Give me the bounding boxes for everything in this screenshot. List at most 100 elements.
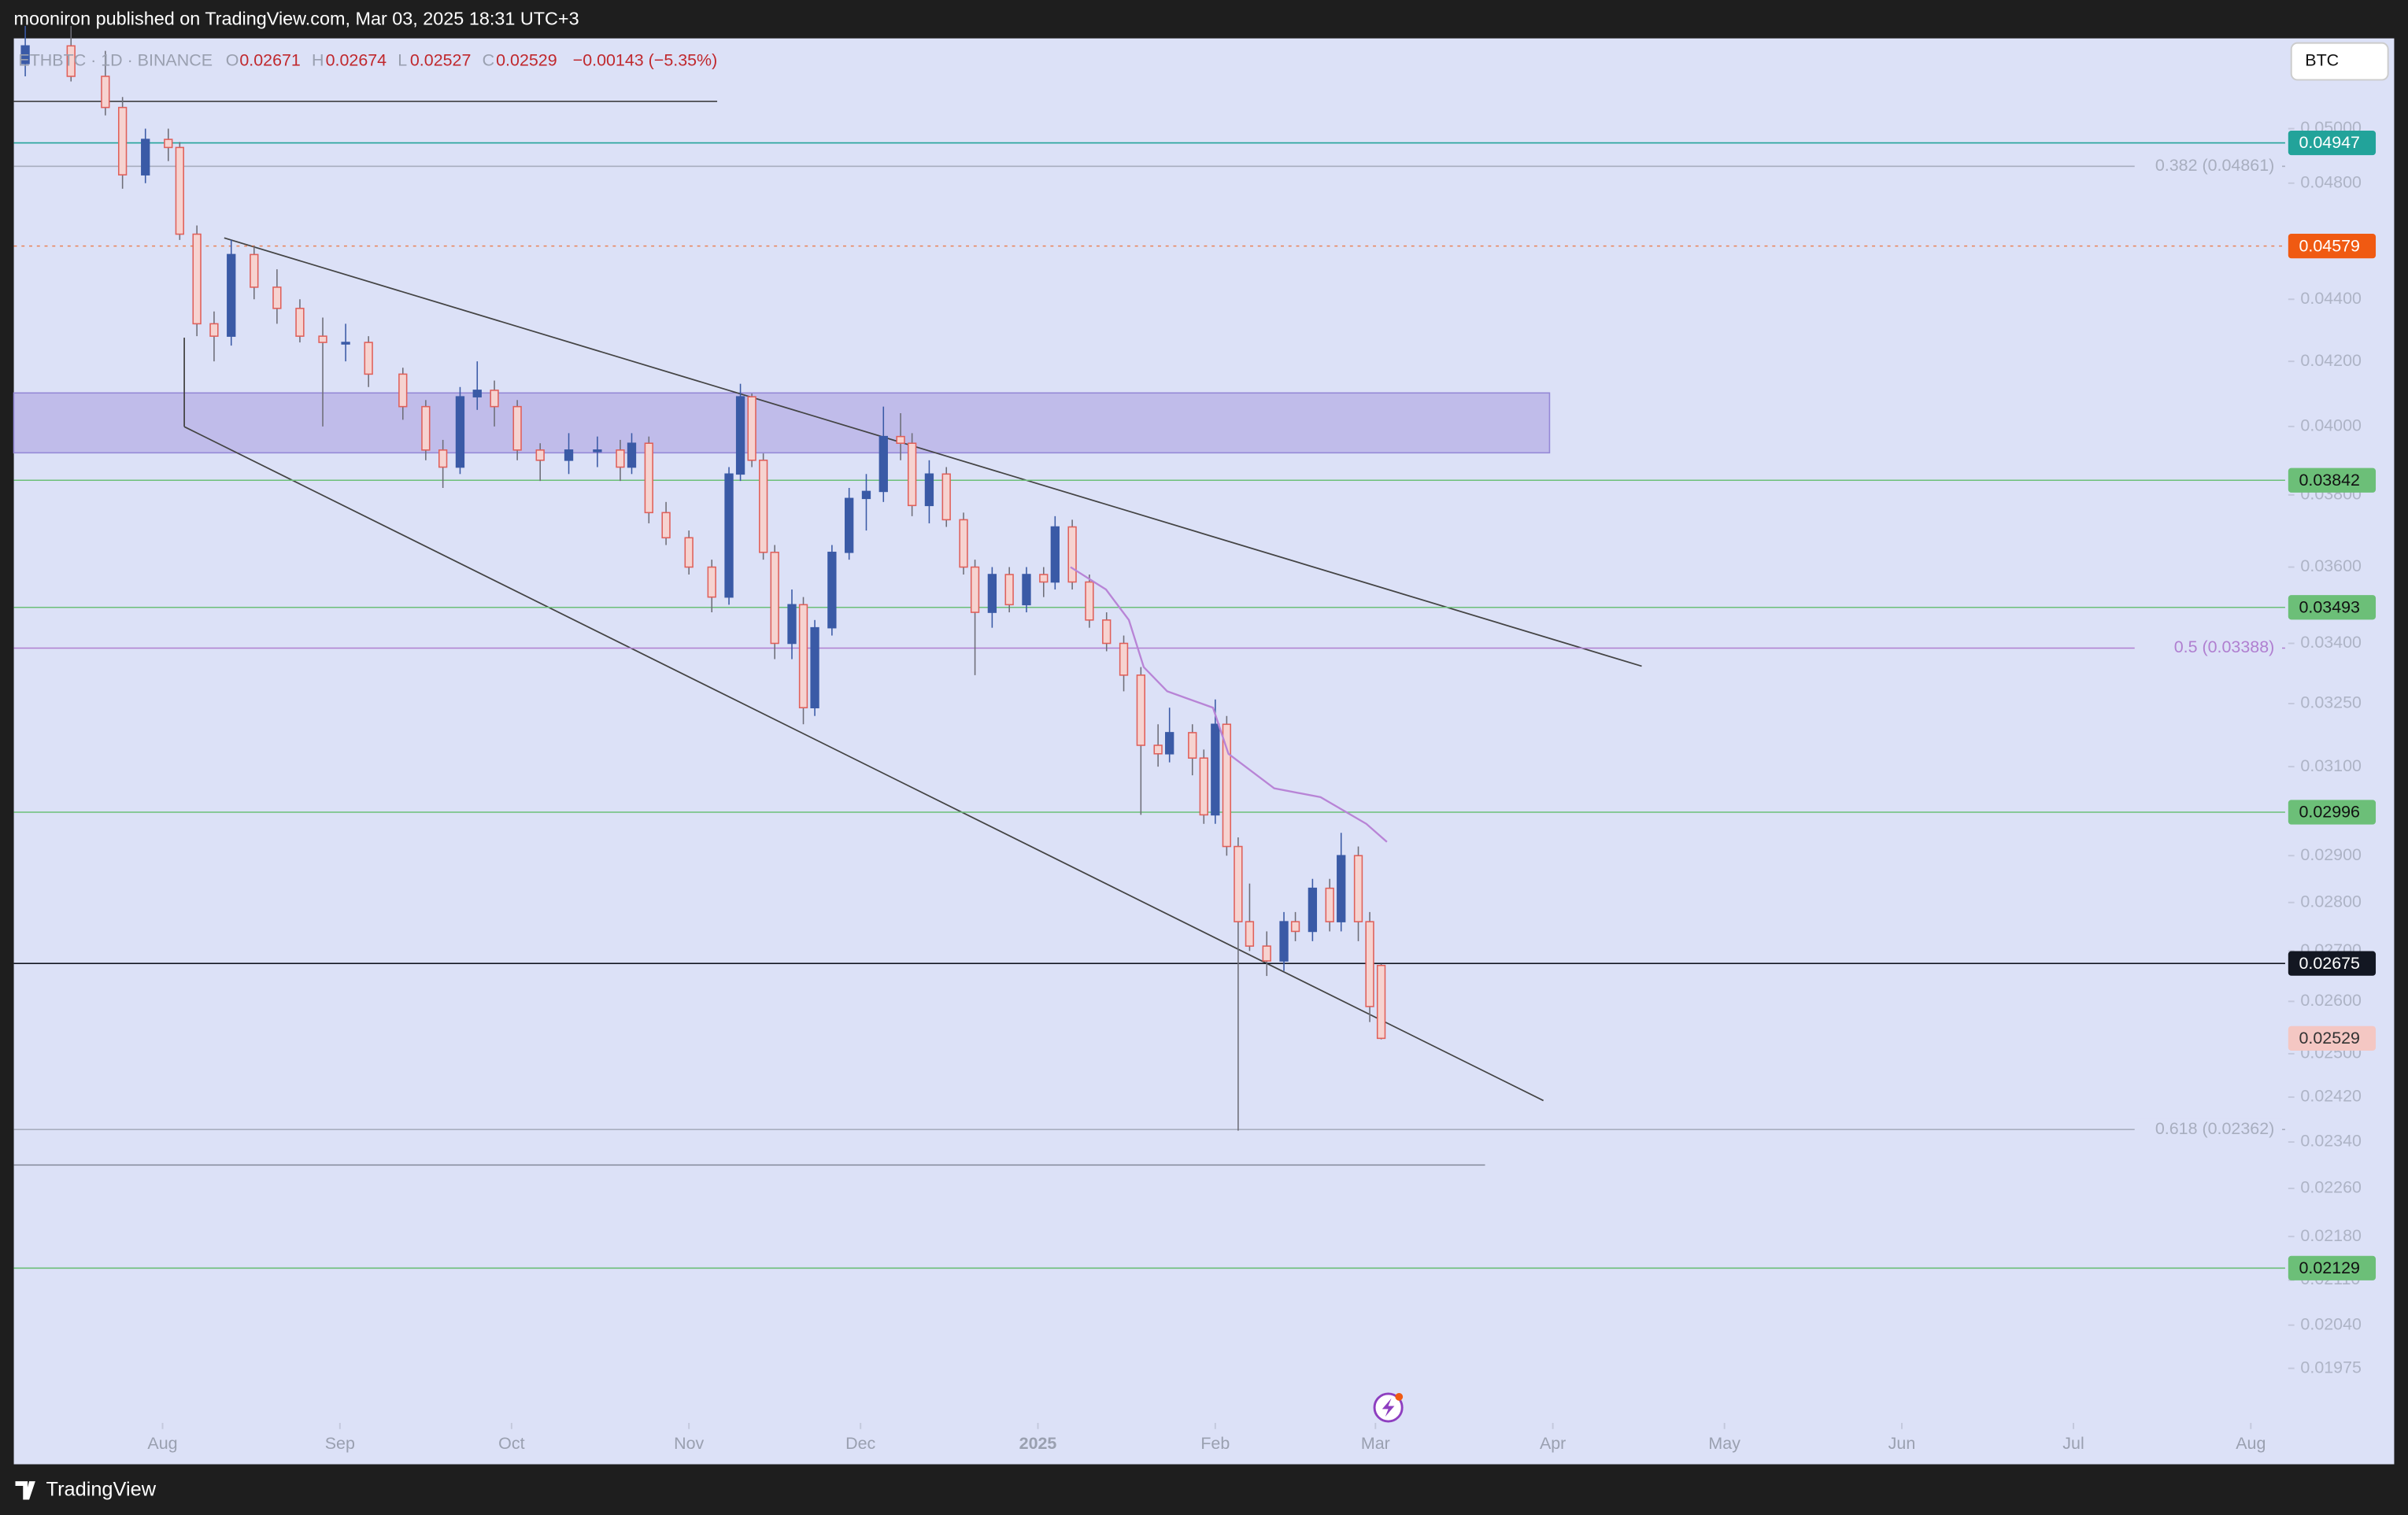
trendline	[224, 237, 1642, 667]
candle-body	[810, 626, 819, 708]
candle-body	[490, 390, 499, 408]
candle-body	[341, 342, 350, 345]
candle-body	[438, 449, 448, 468]
candle-body	[1262, 945, 1271, 962]
x-tick-label: Aug	[2236, 1434, 2266, 1453]
candle-body	[1376, 964, 1386, 1040]
candle-body	[735, 396, 745, 475]
candle-body	[192, 233, 202, 325]
price-tag	[2288, 1025, 2377, 1051]
moving-average	[1070, 566, 1388, 843]
ohlc-key: C	[483, 51, 494, 70]
candle-body	[472, 390, 482, 397]
y-tick-label: 0.03100	[2300, 756, 2362, 775]
candle-body	[20, 45, 30, 65]
fib-label-bg	[2134, 155, 2283, 177]
candle-body	[1022, 574, 1031, 606]
price-tag	[2288, 1255, 2377, 1280]
candle-body	[1136, 674, 1145, 746]
candle-body	[1067, 526, 1077, 583]
price-tag	[2288, 595, 2377, 620]
price-tag	[2288, 234, 2377, 259]
candle-body	[924, 473, 934, 507]
event-icon-glyph	[1382, 1398, 1395, 1417]
candle-body	[907, 442, 917, 507]
candle-body	[101, 76, 110, 109]
y-tick-label: 0.02340	[2300, 1132, 2362, 1151]
candle-body	[941, 473, 951, 521]
candle-body	[364, 342, 373, 375]
candle-body	[250, 253, 259, 288]
candle-body	[959, 519, 968, 568]
x-tick-label: Aug	[147, 1434, 177, 1453]
candle-body	[1153, 745, 1163, 755]
x-tick-label: Oct	[498, 1434, 524, 1453]
currency-button[interactable]	[2290, 42, 2389, 81]
y-tick-label: 0.03400	[2300, 633, 2362, 652]
candle-body	[707, 566, 716, 598]
candle-body	[227, 253, 236, 337]
plot: 0.050000.048000.044000.042000.040000.038…	[13, 25, 2377, 1453]
ohlc-key: H	[312, 51, 324, 70]
candle-body	[117, 106, 128, 176]
candle-body	[1279, 921, 1289, 962]
x-tick-label: May	[1708, 1434, 1740, 1453]
price-tag-label: 0.02996	[2299, 803, 2360, 822]
candle-body	[1353, 855, 1363, 922]
candle-body	[770, 552, 779, 645]
x-tick-label: Sep	[325, 1434, 355, 1453]
candle-body	[759, 460, 768, 553]
candle-body	[661, 512, 671, 539]
candle-body	[644, 442, 653, 514]
y-tick-label: 0.02420	[2300, 1087, 2362, 1106]
price-tag-label: 0.03842	[2299, 471, 2360, 490]
candle-body	[564, 449, 574, 461]
candle-body	[164, 139, 173, 149]
price-tag	[2288, 800, 2377, 825]
price-tag-label: 0.02129	[2299, 1258, 2360, 1277]
candle-body	[970, 566, 980, 613]
candle-body	[798, 604, 808, 708]
y-tick-label: 0.04200	[2300, 351, 2362, 370]
price-tag-label: 0.04947	[2299, 133, 2360, 152]
y-tick-label: 0.04000	[2300, 416, 2362, 435]
candle-body	[747, 396, 756, 461]
candle-body	[987, 574, 997, 613]
y-tick-label: 0.02600	[2300, 991, 2362, 1010]
price-tag	[2288, 467, 2377, 493]
candle-body	[1234, 845, 1243, 922]
ohlc-value: 0.02671	[239, 51, 301, 70]
candle-body	[421, 405, 431, 451]
x-tick-label: Nov	[674, 1434, 704, 1453]
candle-body	[1188, 732, 1197, 759]
candle-body	[616, 449, 625, 468]
footer	[0, 1464, 2408, 1515]
fib-label: 0.5 (0.03388)	[2174, 637, 2275, 656]
price-tag	[2288, 951, 2377, 976]
candle-body	[627, 442, 637, 468]
x-tick-label: Dec	[845, 1434, 875, 1453]
price-tag	[2288, 130, 2377, 156]
x-tick-label: Apr	[1540, 1434, 1566, 1453]
candle-body	[845, 497, 854, 553]
y-tick-label: 0.02800	[2300, 892, 2362, 911]
candle-body	[1245, 921, 1255, 947]
ohlc-value: 0.02674	[326, 51, 387, 70]
candle-body	[1325, 887, 1334, 922]
candle-body	[1337, 855, 1346, 922]
y-tick-label: 0.02900	[2300, 845, 2362, 864]
candle-body	[593, 449, 602, 453]
candle-body	[1004, 574, 1014, 606]
candle-body	[1085, 581, 1094, 621]
publisher: mooniron published on TradingView.com, M…	[14, 9, 579, 29]
y-tick-label: 0.02040	[2300, 1314, 2362, 1333]
zone-box	[13, 392, 1551, 454]
change: −0.00143 (−5.35%)	[573, 51, 718, 70]
logo	[15, 1481, 35, 1500]
candle-body	[1165, 732, 1174, 755]
candle-body	[512, 405, 522, 451]
y-tick-label: 0.01975	[2300, 1358, 2362, 1376]
candle-body	[684, 537, 694, 568]
candle-body	[724, 473, 734, 598]
candle-body	[1119, 642, 1129, 676]
